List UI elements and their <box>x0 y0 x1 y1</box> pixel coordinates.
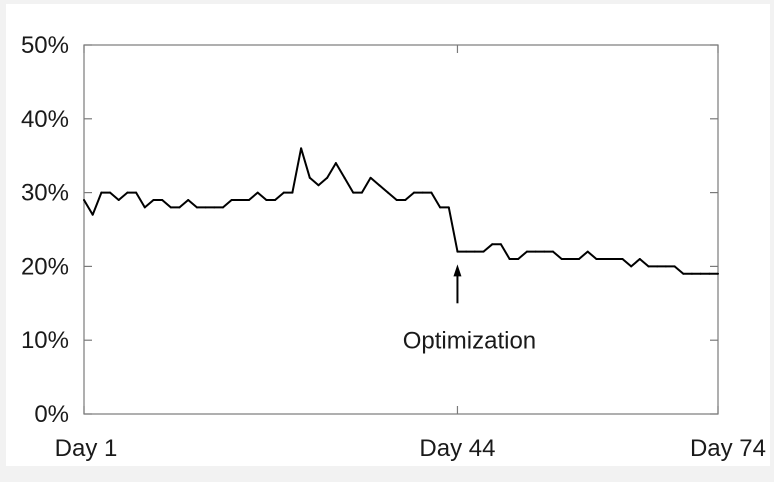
data-point <box>699 272 702 275</box>
data-point <box>647 265 650 268</box>
data-point <box>161 198 164 201</box>
x-tick-label: Day 1 <box>55 435 118 462</box>
y-tick-label: 20% <box>21 253 69 280</box>
data-point <box>109 191 112 194</box>
data-point <box>465 250 468 253</box>
data-point <box>404 198 407 201</box>
data-point <box>143 206 146 209</box>
data-point <box>334 162 337 165</box>
data-point <box>326 176 329 179</box>
data-point <box>135 191 138 194</box>
data-point <box>282 191 285 194</box>
data-point <box>517 258 520 261</box>
data-point <box>569 258 572 261</box>
data-point <box>612 258 615 261</box>
data-point <box>543 250 546 253</box>
y-tick-label: 10% <box>21 327 69 354</box>
data-point <box>664 265 667 268</box>
data-point <box>239 198 242 201</box>
data-point <box>656 265 659 268</box>
data-point <box>187 198 190 201</box>
annotation-arrow-head <box>453 264 462 277</box>
plot-frame <box>83 44 719 415</box>
data-point <box>230 198 233 201</box>
data-point <box>169 206 172 209</box>
data-point <box>682 272 685 275</box>
chart: 0% 10% 20% 30% 40% 50% Day 1 Day 44 Day 74 Optimi… <box>6 4 770 466</box>
data-point <box>100 191 103 194</box>
annotation-label: Optimization <box>403 327 536 354</box>
x-tick-label: Day 74 <box>690 435 766 462</box>
data-point <box>430 191 433 194</box>
data-point <box>525 250 528 253</box>
data-point <box>630 265 633 268</box>
data-point <box>638 258 641 261</box>
data-point <box>482 250 485 253</box>
data-point <box>117 198 120 201</box>
data-point <box>300 147 303 150</box>
data-point <box>586 250 589 253</box>
y-tick-label: 50% <box>21 32 69 59</box>
data-point <box>690 272 693 275</box>
data-point <box>673 265 676 268</box>
data-point <box>265 198 268 201</box>
data-point <box>708 272 711 275</box>
data-point <box>352 191 355 194</box>
data-point <box>256 191 259 194</box>
data-point <box>378 184 381 187</box>
data-point <box>491 243 494 246</box>
data-point <box>178 206 181 209</box>
data-point <box>213 206 216 209</box>
data-point <box>456 250 459 253</box>
data-point <box>204 206 207 209</box>
data-point <box>91 213 94 216</box>
data-point <box>447 206 450 209</box>
x-tick-label: Day 44 <box>419 435 495 462</box>
data-point <box>274 198 277 201</box>
data-point <box>195 206 198 209</box>
data-point <box>413 191 416 194</box>
data-point <box>83 198 85 201</box>
chart-svg: 0% 10% 20% 30% 40% 50% Day 1 Day 44 Day 74 Optimi… <box>21 32 766 462</box>
y-tick-label: 0% <box>34 401 69 428</box>
data-point <box>551 250 554 253</box>
data-point <box>499 243 502 246</box>
data-point <box>369 176 372 179</box>
data-point <box>317 184 320 187</box>
data-point <box>343 176 346 179</box>
y-tick-label: 30% <box>21 180 69 207</box>
data-point <box>534 250 537 253</box>
series-line <box>83 147 718 275</box>
data-point <box>126 191 129 194</box>
y-tick-label: 40% <box>21 106 69 133</box>
data-point <box>439 206 442 209</box>
data-point <box>308 176 311 179</box>
data-point <box>360 191 363 194</box>
data-point <box>221 206 224 209</box>
data-point <box>291 191 294 194</box>
data-point <box>386 191 389 194</box>
data-point <box>604 258 607 261</box>
data-point <box>595 258 598 261</box>
data-point <box>717 272 719 275</box>
data-point <box>621 258 624 261</box>
data-point <box>421 191 424 194</box>
data-point <box>152 198 155 201</box>
data-point <box>560 258 563 261</box>
data-point <box>248 198 251 201</box>
data-point <box>508 258 511 261</box>
data-point <box>578 258 581 261</box>
data-point <box>395 198 398 201</box>
data-point <box>473 250 476 253</box>
